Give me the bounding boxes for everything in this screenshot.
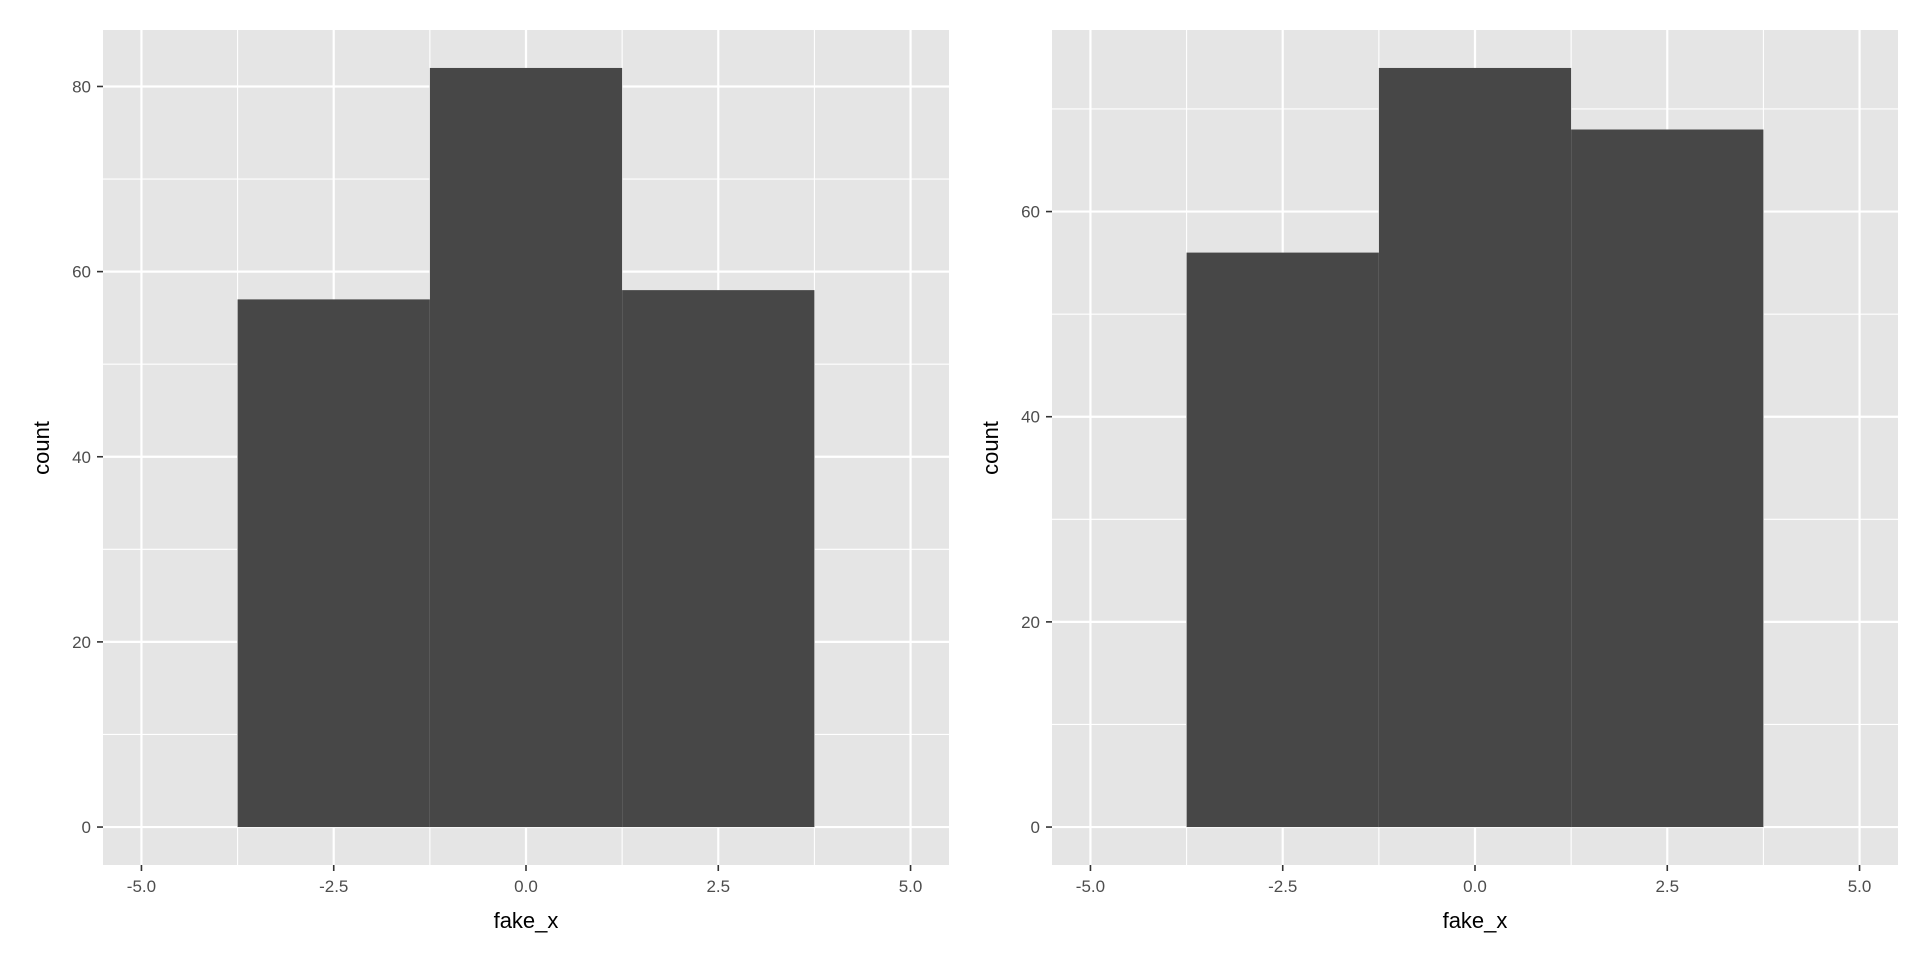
x-tick-label: 2.5: [706, 877, 730, 896]
y-axis-title: count: [29, 421, 54, 475]
x-tick-label: -2.5: [319, 877, 348, 896]
histogram-bars: [1186, 67, 1764, 828]
x-axis-ticks: -5.0 -2.5 0.0 2.5 5.0: [1076, 865, 1872, 896]
x-tick-label: 0.0: [514, 877, 538, 896]
y-tick-label: 0: [82, 818, 91, 837]
histogram-bar: [622, 290, 815, 828]
histogram-left-chart: 0 20 40 60 80 -5.0 -2.5 0.0 2.5 5.0 fake_x count: [29, 30, 949, 933]
x-tick-label: -5.0: [1076, 877, 1105, 896]
y-tick-label: 20: [72, 633, 91, 652]
histogram-bar: [1571, 129, 1764, 828]
x-tick-label: 0.0: [1463, 877, 1487, 896]
x-tick-label: 2.5: [1655, 877, 1679, 896]
histogram-right-chart: 0 20 40 60 -5.0 -2.5 0.0 2.5 5.0 fake_x count: [978, 30, 1898, 933]
y-tick-label: 40: [72, 448, 91, 467]
histogram-bar: [237, 299, 430, 828]
x-tick-label: -2.5: [1268, 877, 1297, 896]
histogram-bar: [1378, 67, 1572, 828]
x-tick-label: 5.0: [899, 877, 923, 896]
y-tick-label: 0: [1031, 818, 1040, 837]
histogram-bar: [429, 67, 623, 828]
y-tick-label: 60: [1021, 203, 1040, 222]
x-axis-title: fake_x: [494, 908, 559, 933]
y-tick-label: 40: [1021, 408, 1040, 427]
y-axis-ticks: 0 20 40 60 80: [72, 77, 103, 837]
x-tick-label: 5.0: [1848, 877, 1872, 896]
histogram-right-panel: 0 20 40 60 -5.0 -2.5 0.0 2.5 5.0 fake_x count: [960, 0, 1920, 960]
histogram-bar: [1186, 252, 1379, 828]
histogram-bars: [237, 67, 815, 828]
y-tick-label: 80: [72, 77, 91, 96]
y-tick-label: 60: [72, 263, 91, 282]
y-tick-label: 20: [1021, 613, 1040, 632]
x-axis-title: fake_x: [1443, 908, 1508, 933]
y-axis-title: count: [978, 421, 1003, 475]
x-axis-ticks: -5.0 -2.5 0.0 2.5 5.0: [127, 865, 923, 896]
histogram-left-panel: 0 20 40 60 80 -5.0 -2.5 0.0 2.5 5.0 fake_x count: [29, 30, 949, 933]
x-tick-label: -5.0: [127, 877, 156, 896]
y-axis-ticks: 0 20 40 60: [1021, 203, 1052, 837]
